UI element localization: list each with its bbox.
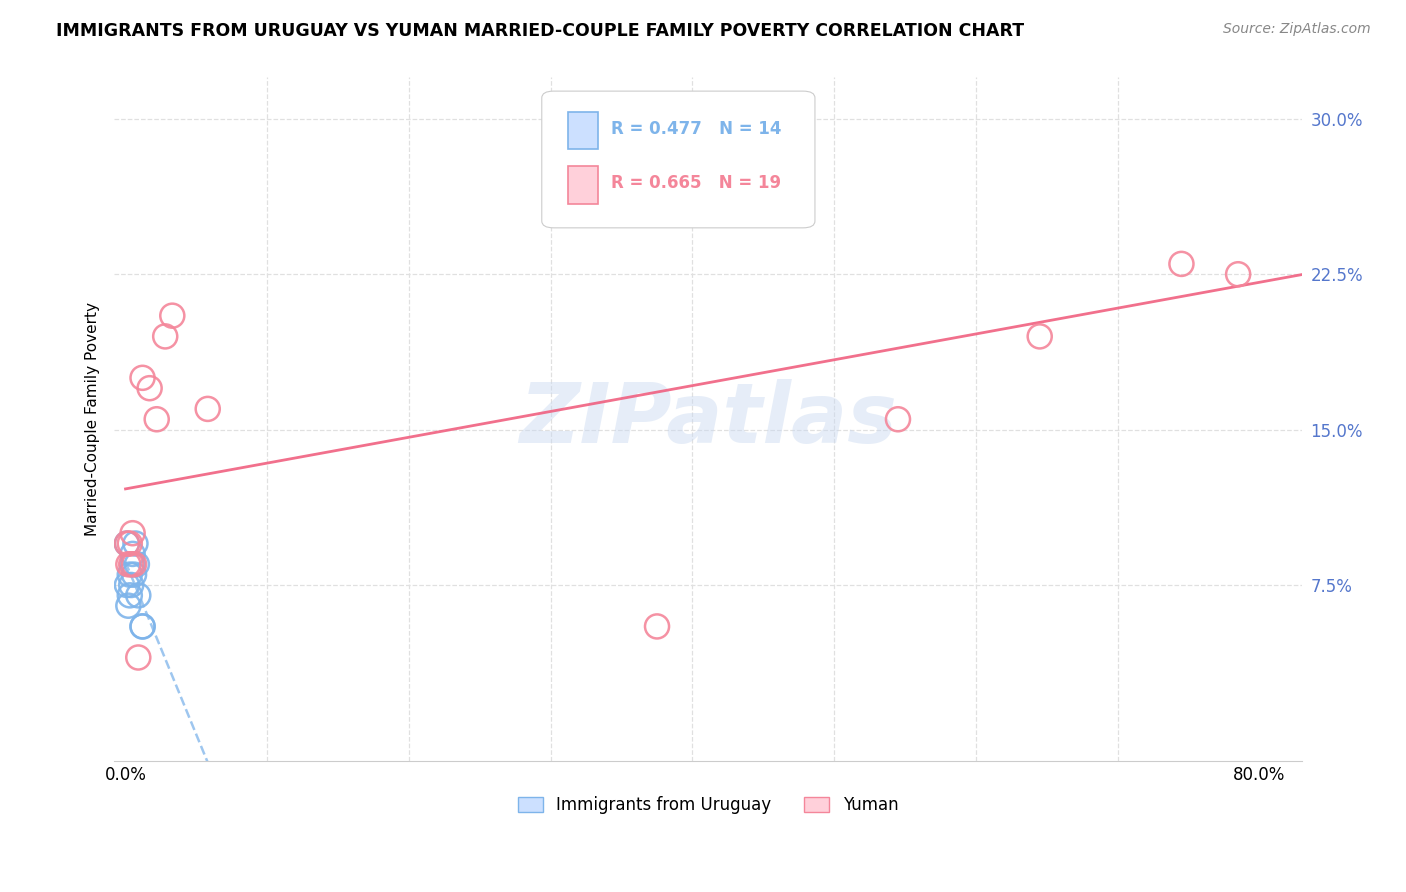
Point [127, 650, 149, 665]
Point [131, 371, 153, 385]
Point [773, 174, 796, 188]
Point [120, 578, 142, 592]
Point [115, 536, 138, 550]
Point [115, 536, 138, 550]
Point [118, 588, 141, 602]
Point [117, 558, 139, 572]
Point [122, 567, 145, 582]
Y-axis label: Married-Couple Family Poverty: Married-Couple Family Poverty [86, 302, 100, 536]
Point [121, 547, 143, 561]
Point [155, 329, 177, 343]
Text: ZIPatlas: ZIPatlas [519, 379, 897, 459]
Point [124, 536, 146, 550]
Point [118, 536, 141, 550]
Point [118, 567, 141, 582]
Point [162, 309, 184, 323]
Text: R = 0.665   N = 19: R = 0.665 N = 19 [610, 175, 780, 193]
Point [122, 558, 145, 572]
Legend: Immigrants from Uruguay, Yuman: Immigrants from Uruguay, Yuman [517, 797, 898, 814]
Point [131, 619, 153, 633]
Point [127, 588, 149, 602]
FancyBboxPatch shape [541, 91, 815, 227]
Bar [568, 166, 598, 204]
Point [1227, 267, 1250, 281]
Point [645, 619, 668, 633]
Point [1170, 257, 1192, 271]
Text: Source: ZipAtlas.com: Source: ZipAtlas.com [1223, 22, 1371, 37]
Point [887, 412, 910, 426]
Point [120, 558, 142, 572]
Point [197, 401, 219, 416]
Text: IMMIGRANTS FROM URUGUAY VS YUMAN MARRIED-COUPLE FAMILY POVERTY CORRELATION CHART: IMMIGRANTS FROM URUGUAY VS YUMAN MARRIED… [56, 22, 1025, 40]
Point [121, 526, 143, 541]
Point [131, 619, 153, 633]
Text: R = 0.477   N = 14: R = 0.477 N = 14 [610, 120, 782, 137]
Point [121, 558, 143, 572]
Point [125, 558, 148, 572]
Point [145, 412, 167, 426]
Point [115, 578, 138, 592]
Point [117, 599, 139, 613]
Point [1028, 329, 1050, 343]
Bar [568, 112, 598, 149]
Point [138, 381, 160, 395]
